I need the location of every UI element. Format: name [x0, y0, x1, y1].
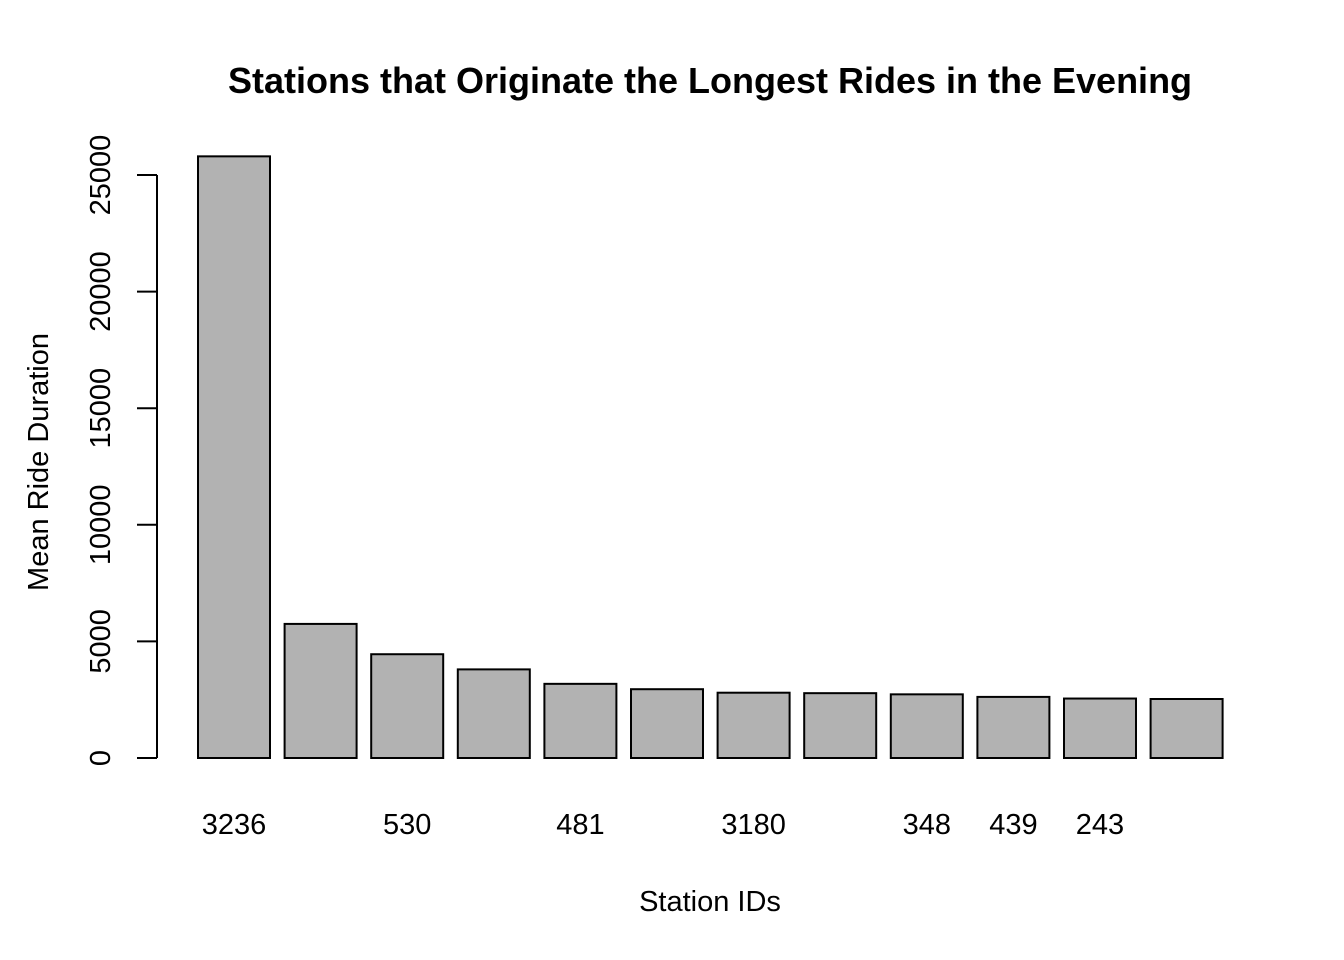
bar: [976, 695, 1051, 760]
chart-title: Stations that Originate the Longest Ride…: [228, 60, 1192, 101]
y-tick-label: 15000: [85, 368, 117, 449]
y-tick-label: 10000: [85, 484, 117, 565]
bar: [889, 693, 964, 760]
bar: [716, 691, 791, 759]
bar: [370, 653, 445, 760]
x-tick-label: 3180: [721, 809, 786, 841]
bar: [630, 688, 704, 759]
bar: [283, 622, 358, 759]
bars: [197, 155, 1224, 760]
y-axis-label: Mean Ride Duration: [23, 333, 55, 591]
bar: [1149, 698, 1224, 760]
x-axis-label: Station IDs: [639, 886, 781, 918]
y-tick-label: 25000: [85, 135, 117, 216]
x-tick-label: 243: [1076, 809, 1124, 841]
y-tick-label: 5000: [85, 609, 117, 674]
bar: [803, 692, 878, 760]
x-tick-label: 530: [383, 809, 431, 841]
y-axis: 0 5000 10000 15000 20000 25000: [85, 135, 158, 766]
x-tick-label: 481: [556, 809, 604, 841]
y-tick-label: 20000: [85, 251, 117, 332]
bar: [456, 668, 531, 759]
bar: [197, 155, 271, 759]
bar: [543, 682, 618, 760]
x-tick-label: 348: [903, 809, 951, 841]
x-tick-label: 3236: [202, 809, 267, 841]
x-tick-label: 439: [989, 809, 1037, 841]
x-tick-labels: 3236 530 481 3180 348 439 243: [202, 809, 1124, 841]
bar: [1063, 697, 1137, 759]
y-tick-label: 0: [85, 750, 117, 766]
